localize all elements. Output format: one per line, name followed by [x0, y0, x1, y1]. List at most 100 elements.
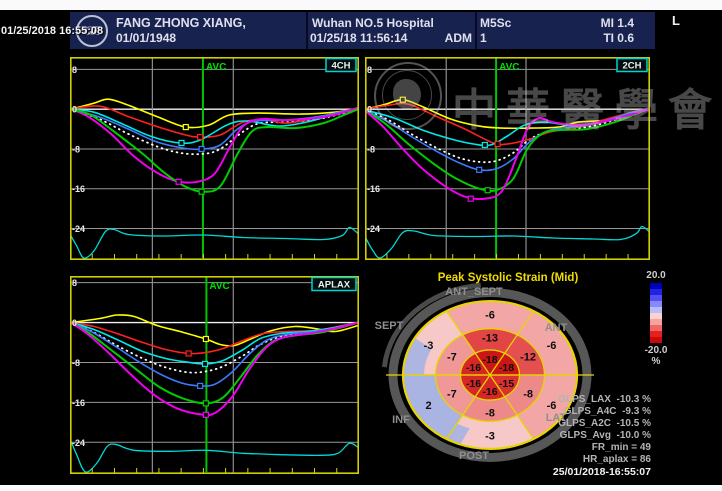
strain-value-inner-ANT_SEPT: -18 — [482, 354, 497, 366]
curve-yellow — [70, 98, 359, 129]
bullseye-plot: -18 -13 -6 -18 -12 -6 -15 -8 -6 -16 -8 -3 -16 -7 2 -16-… — [368, 268, 608, 479]
segment-mid-ANT_SEPT — [462, 328, 518, 354]
glps-lax-value: GLPS_LAX -10.3 % — [558, 394, 651, 405]
peak-marker-blue — [197, 382, 204, 389]
patient-dob: 01/01/1948 — [116, 31, 177, 45]
avc-label: AVC — [209, 281, 229, 292]
segment-inner-POST — [475, 375, 505, 401]
header-divider — [306, 12, 308, 49]
strain-chart-4ch: 8 0 -8 -16 -24 AVC 4CH — [70, 57, 359, 260]
ge-logo-text: GE — [83, 23, 101, 38]
curve-green — [365, 108, 650, 192]
segment-mid-SEPT — [435, 334, 476, 375]
peak-marker-cyan — [481, 141, 488, 149]
y-tick-label: 8 — [72, 278, 77, 288]
curve-magenta — [70, 106, 359, 184]
bottom-white-margin — [0, 485, 722, 491]
y-tick-label: -24 — [72, 438, 85, 448]
bullseye-spoke — [445, 310, 491, 376]
segment-outer-ANT_SEPT — [446, 301, 534, 335]
region-label-ANT: ANT — [545, 322, 568, 334]
strain-value-mid-SEPT: -7 — [447, 351, 457, 363]
color-scale-block — [650, 295, 662, 301]
region-label-INF: INF — [392, 414, 410, 426]
view-label-box-2CH[interactable] — [616, 57, 648, 73]
peak-marker-green — [484, 187, 491, 194]
y-tick-label: -8 — [367, 144, 375, 154]
chart-border — [70, 57, 359, 260]
peak-marker-yellow — [182, 123, 189, 131]
view-label-2CH: 2CH — [622, 61, 641, 72]
curve-cyan — [70, 321, 359, 365]
strain-value-mid-LAT: -8 — [523, 389, 533, 401]
curve-yellow — [70, 314, 359, 347]
strain-value-outer-LAT: -6 — [547, 400, 557, 412]
region-label-ANT_SEPT: ANT_SEPT — [445, 286, 503, 298]
top-white-margin — [0, 0, 722, 10]
segment-mid-POST — [462, 396, 518, 422]
avc-label: AVC — [206, 62, 226, 73]
peak-marker-yellow — [202, 335, 209, 343]
scale-min-label: -20.0 — [644, 345, 668, 356]
y-tick-label: -24 — [72, 224, 85, 234]
scale-unit-label: % — [651, 356, 661, 367]
chart-border — [365, 57, 650, 260]
y-tick-label: 0 — [72, 105, 77, 115]
adm-label: ADM — [444, 31, 472, 45]
color-scale-block — [650, 331, 662, 337]
hospital-name: Wuhan NO.5 Hospital — [312, 16, 434, 30]
segment-mid-ANT — [504, 334, 545, 375]
region-label-LAT: LAT — [546, 412, 567, 424]
y-tick-label: 0 — [72, 318, 77, 328]
color-scale-block — [650, 289, 662, 295]
y-tick-label: 0 — [367, 105, 372, 115]
strain-chart-2ch: 8 0 -8 -16 -24 AVC 2CH — [365, 57, 650, 260]
strain-value-outer-INF: 2 — [425, 400, 431, 412]
orientation-marker: L — [672, 13, 680, 28]
region-label-SEPT: SEPT — [375, 320, 404, 332]
y-tick-label: -16 — [72, 398, 85, 408]
strain-value-mid-POST: -8 — [485, 407, 495, 419]
segment-mid-INF — [435, 375, 476, 416]
view-label-box-APLAX[interactable] — [311, 276, 357, 292]
curve-magenta — [70, 321, 359, 417]
peak-marker-green — [198, 188, 205, 195]
y-tick-label: -8 — [72, 358, 80, 368]
strain-value-mid-INF: -7 — [447, 389, 457, 401]
color-scale-bar — [650, 283, 662, 343]
curve-average — [365, 108, 650, 164]
strain-value-mid-ANT: -12 — [520, 351, 536, 363]
segment-inner-ANT_SEPT — [475, 349, 505, 375]
y-tick-label: -16 — [367, 184, 380, 194]
view-label-box-4CH[interactable] — [325, 57, 357, 73]
peak-marker-magenta — [202, 411, 209, 418]
peak-marker-yellow — [399, 96, 406, 103]
glps-results-panel: GLPS_LAX -10.3 % GLPS_A4C -9.3 % GLPS_A2… — [553, 394, 651, 478]
y-tick-label: -16 — [72, 184, 85, 194]
mi-value: MI 1.4 — [600, 16, 634, 30]
bullseye-spoke — [445, 374, 491, 440]
curve-blue — [70, 321, 359, 387]
bullseye-title: Peak Systolic Strain (Mid) — [437, 272, 579, 284]
header-divider — [475, 12, 477, 49]
fr-min-value: FR_min = 49 — [591, 441, 651, 453]
y-tick-label: 8 — [367, 65, 372, 75]
chart-border — [70, 276, 359, 474]
ecg-trace — [365, 225, 650, 259]
y-tick-label: 8 — [72, 65, 77, 75]
strain-value-outer-ANT: -6 — [547, 340, 557, 352]
ti-value: TI 0.6 — [603, 31, 634, 45]
ecg-trace — [70, 226, 359, 259]
color-scale-block — [650, 319, 662, 325]
strain-chart-aplax: 8 0 -8 -16 -24 AVC APLAX — [70, 276, 359, 474]
analysis-timestamp: 25/01/2018-16:55:07 — [552, 466, 651, 479]
region-label-POST: POST — [459, 450, 489, 462]
color-scale-block — [650, 337, 662, 343]
strain-value-inner-SEPT: -16 — [466, 362, 481, 374]
strain-value-inner-POST: -16 — [482, 386, 497, 398]
hr-aplax-value: HR_aplax = 86 — [582, 453, 651, 465]
exam-datetime: 01/25/18 11:56:14 — [310, 31, 408, 45]
segment-mid-LAT — [504, 375, 545, 416]
curve-blue — [365, 107, 650, 172]
